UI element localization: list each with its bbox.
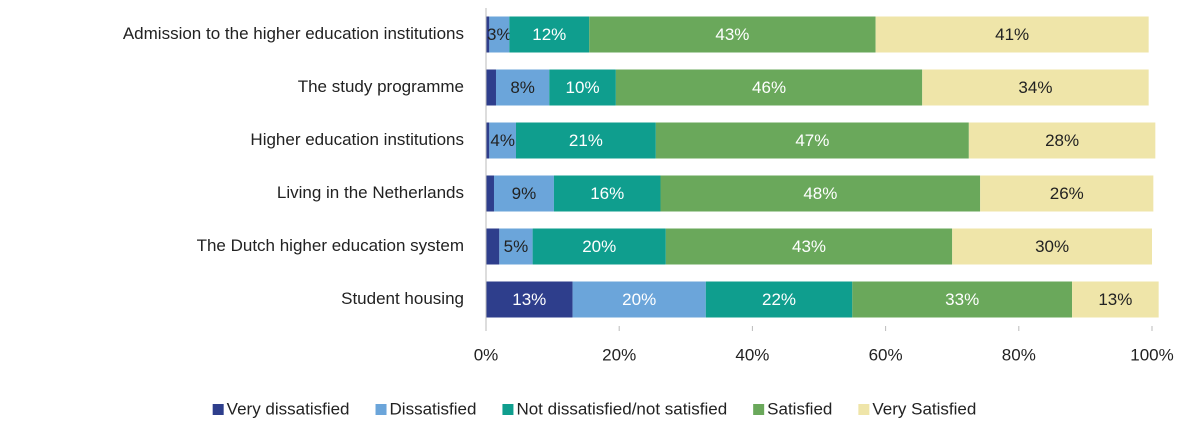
bar-segment <box>515 122 656 159</box>
bar-segment <box>1072 281 1159 318</box>
bar-segment <box>509 16 590 53</box>
x-tick-label: 0% <box>474 345 499 364</box>
legend-label: Very Satisfied <box>872 399 976 418</box>
bar-segment <box>553 175 661 212</box>
x-tick-label: 80% <box>1002 345 1036 364</box>
data-label: 41% <box>995 25 1029 44</box>
bar-segment <box>968 122 1156 159</box>
y-tick-label: Living in the Netherlands <box>277 183 464 202</box>
data-label: 13% <box>1098 290 1132 309</box>
data-label: 43% <box>715 25 749 44</box>
data-label: 21% <box>569 131 603 150</box>
bar-segment <box>486 16 490 53</box>
y-tick-label: Admission to the higher education instit… <box>123 24 464 43</box>
data-label: 12% <box>532 25 566 44</box>
data-label: 4% <box>490 131 515 150</box>
legend-label: Not dissatisfied/not satisfied <box>516 399 727 418</box>
bar-segment <box>922 69 1149 106</box>
legend-label: Satisfied <box>767 399 832 418</box>
data-label: 47% <box>795 131 829 150</box>
data-label: 16% <box>590 184 624 203</box>
bar-segment <box>615 69 923 106</box>
y-tick-label: The study programme <box>298 77 464 96</box>
x-tick-label: 60% <box>869 345 903 364</box>
bar-segment <box>486 175 494 212</box>
x-tick-label: 20% <box>602 345 636 364</box>
data-label: 8% <box>510 78 535 97</box>
data-label: 28% <box>1045 131 1079 150</box>
bar-segment <box>486 69 496 106</box>
data-label: 20% <box>622 290 656 309</box>
y-tick-label: The Dutch higher education system <box>197 236 464 255</box>
data-label: 30% <box>1035 237 1069 256</box>
legend-swatch <box>502 404 514 415</box>
bar-segment <box>486 281 573 318</box>
bar-segment <box>499 228 533 265</box>
data-label: 22% <box>762 290 796 309</box>
bar-segment <box>549 69 616 106</box>
x-tick-label: 100% <box>1130 345 1173 364</box>
data-label: 33% <box>945 290 979 309</box>
data-label: 10% <box>566 78 600 97</box>
x-tick-label: 40% <box>735 345 769 364</box>
bar-segment <box>572 281 706 318</box>
y-tick-label: Student housing <box>341 289 464 308</box>
y-tick-label: Higher education institutions <box>250 130 464 149</box>
bar-segment <box>486 228 500 265</box>
bar-segment <box>952 228 1152 265</box>
data-label: 9% <box>512 184 537 203</box>
bar-segment <box>705 281 853 318</box>
data-label: 5% <box>504 237 529 256</box>
legend-swatch <box>212 404 224 415</box>
legend-swatch <box>375 404 387 415</box>
legend-label: Dissatisfied <box>390 399 477 418</box>
data-label: 13% <box>512 290 546 309</box>
bar-segment <box>589 16 876 53</box>
data-label: 48% <box>803 184 837 203</box>
bar-segment <box>486 122 490 159</box>
data-label: 26% <box>1050 184 1084 203</box>
data-label: 46% <box>752 78 786 97</box>
legend-label: Very dissatisfied <box>227 399 350 418</box>
data-label: 3% <box>487 25 512 44</box>
bar-segment <box>852 281 1073 318</box>
bar-segment <box>495 69 550 106</box>
bar-segment <box>489 122 516 159</box>
bar-segment <box>980 175 1154 212</box>
bar-segment <box>532 228 666 265</box>
legend-swatch <box>753 404 765 415</box>
bar-segment <box>875 16 1149 53</box>
bar-segment <box>665 228 953 265</box>
data-label: 43% <box>792 237 826 256</box>
bar-segment <box>655 122 969 159</box>
bar-segment <box>493 175 554 212</box>
bar-segment <box>489 16 510 53</box>
data-label: 34% <box>1018 78 1052 97</box>
data-label: 20% <box>582 237 616 256</box>
bar-segment <box>660 175 981 212</box>
legend-swatch <box>858 404 870 415</box>
